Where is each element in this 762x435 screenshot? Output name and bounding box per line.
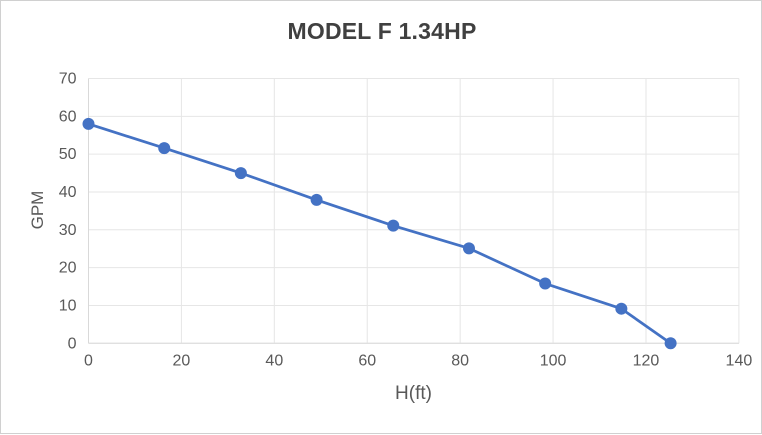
svg-text:40: 40 <box>59 184 77 201</box>
svg-text:10: 10 <box>59 297 77 314</box>
svg-text:0: 0 <box>68 335 77 352</box>
svg-text:20: 20 <box>59 260 77 277</box>
svg-text:20: 20 <box>173 352 191 369</box>
svg-text:80: 80 <box>451 352 469 369</box>
svg-text:50: 50 <box>59 146 77 163</box>
svg-text:100: 100 <box>540 352 567 369</box>
svg-text:30: 30 <box>59 222 77 239</box>
svg-text:0: 0 <box>84 352 93 369</box>
svg-text:40: 40 <box>265 352 283 369</box>
svg-text:140: 140 <box>726 352 753 369</box>
svg-text:70: 70 <box>59 71 77 88</box>
svg-text:60: 60 <box>358 352 376 369</box>
svg-text:120: 120 <box>633 352 660 369</box>
svg-text:60: 60 <box>59 108 77 125</box>
